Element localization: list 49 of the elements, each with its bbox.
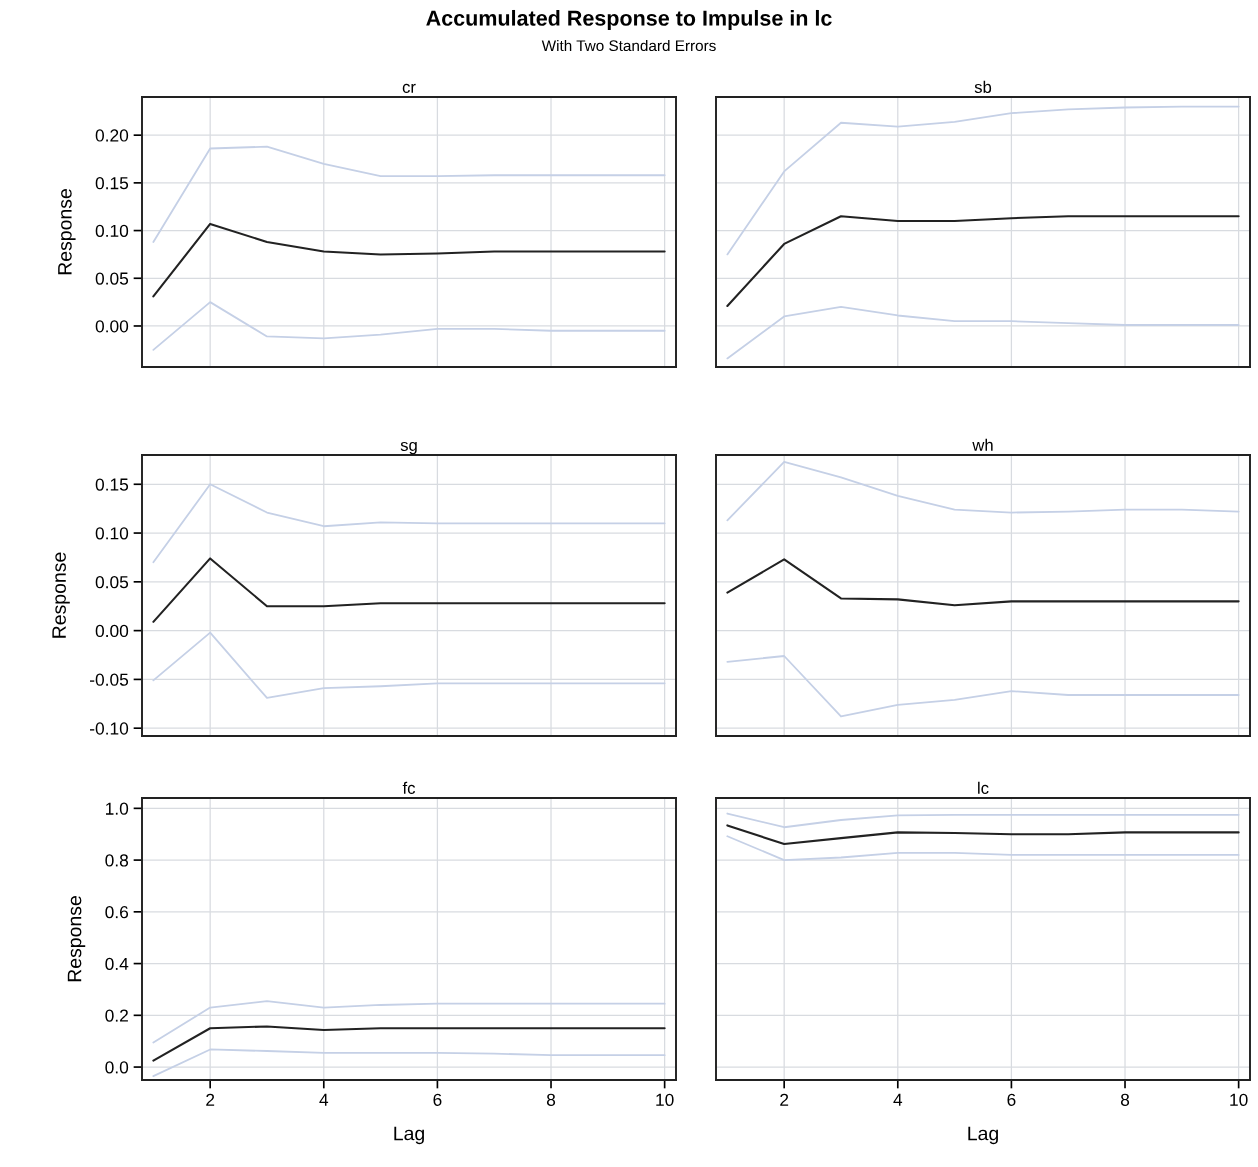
y-tick-label: 0.15 [95,177,129,190]
line-series [152,1000,666,1044]
line-series [152,145,666,243]
y-tick-label: 0.6 [105,906,129,919]
y-tick-label: 0.00 [95,320,129,333]
x-tick-label: 8 [546,1093,556,1106]
y-tick-label: 1.0 [106,802,129,815]
chart-title: sb [974,80,992,93]
y-tick-label: 0.15 [95,478,129,491]
x-tick-label: 10 [1230,1093,1248,1106]
x-tick-label: 6 [433,1093,442,1106]
x-tick-label: 4 [319,1093,329,1106]
y-tick-label: 0.00 [95,624,129,638]
line-series [152,1048,666,1078]
y-tick-label: 0.2 [105,1009,128,1022]
line-series [152,222,666,298]
line-series [152,301,666,351]
chart-title: sg [400,441,417,455]
line-series [152,483,666,564]
y-tick-label: 0.10 [95,224,129,238]
y-tick-label: 0.8 [105,854,129,867]
y-tick-label: 0.10 [95,527,129,540]
y-tick-label: -0.10 [90,722,129,735]
chart-title: wh [972,438,993,451]
line-series [152,1025,666,1062]
x-axis-title: Lag [394,1126,424,1145]
x-tick-label: 2 [780,1093,789,1106]
y-axis-title: Response [58,189,76,275]
y-tick-label: 0.0 [105,1061,129,1074]
chart-title: cr [402,83,416,93]
x-tick-label: 8 [1120,1093,1130,1106]
y-axis-title: Response [52,552,70,638]
line-series [152,557,666,623]
x-tick-label: 2 [206,1093,215,1106]
text: With Two Standard Errors [541,39,716,52]
x-axis-title: Lag [968,1126,998,1145]
x-tick-label: 6 [1007,1093,1016,1106]
y-tick-label: 0.05 [95,576,129,589]
x-tick-label: 4 [893,1093,903,1106]
chart-title: lc [978,781,989,794]
y-tick-label: 0.4 [105,957,129,971]
y-tick-label: 0.05 [95,272,129,285]
y-tick-label: 0.20 [95,129,129,142]
chart-title: fc [402,781,416,794]
text: Accumulated Response to Impulse in lc [426,9,832,31]
y-axis-title: Response [67,896,86,982]
x-tick-label: 10 [656,1093,674,1106]
line-series [152,631,666,699]
y-tick-label: -0.05 [90,673,129,686]
